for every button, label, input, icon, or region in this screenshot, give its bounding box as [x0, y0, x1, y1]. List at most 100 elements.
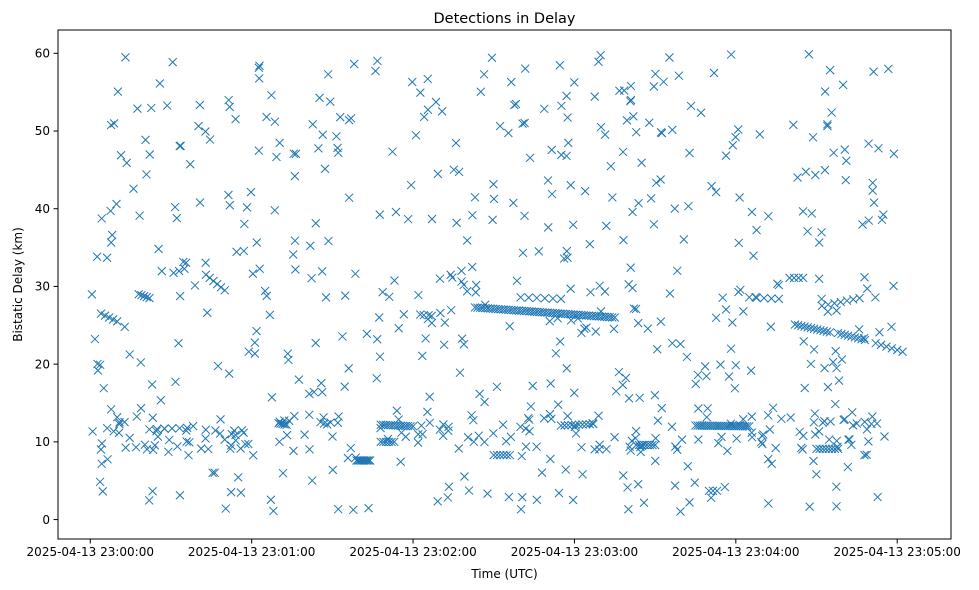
data-point	[133, 104, 142, 113]
data-point	[174, 338, 183, 348]
data-point	[141, 135, 150, 145]
data-point	[288, 250, 298, 259]
data-point	[634, 198, 643, 208]
data-point	[637, 158, 646, 168]
data-point	[545, 454, 555, 464]
data-point	[809, 456, 818, 466]
data-point	[817, 294, 826, 304]
data-point	[839, 415, 849, 425]
data-point	[489, 194, 499, 204]
chart-title: Detections in Delay	[433, 11, 575, 27]
data-point	[521, 424, 531, 434]
data-point	[626, 96, 635, 106]
data-point	[700, 361, 710, 371]
data-point	[464, 486, 474, 495]
data-point	[789, 120, 798, 130]
data-point	[388, 147, 397, 157]
data-point	[798, 273, 808, 283]
data-point	[722, 446, 732, 456]
data-point	[609, 324, 619, 334]
data-point	[759, 293, 769, 303]
data-point	[468, 415, 478, 425]
x-tick-label: 2025-04-13 23:01:00	[188, 545, 315, 559]
data-point	[626, 81, 636, 91]
data-point	[489, 428, 498, 438]
data-point	[240, 439, 250, 449]
data-point	[90, 334, 100, 344]
data-point	[502, 450, 512, 460]
data-point	[844, 435, 853, 444]
data-point	[732, 434, 741, 443]
data-point	[244, 347, 254, 357]
data-point	[139, 291, 149, 301]
data-point	[311, 218, 321, 228]
data-point	[447, 273, 457, 282]
data-point	[392, 406, 402, 416]
data-point	[107, 230, 117, 240]
data-point	[585, 419, 595, 429]
data-point	[211, 426, 220, 435]
data-point	[804, 49, 814, 59]
data-point	[201, 434, 210, 443]
data-point	[361, 456, 370, 465]
data-point	[153, 432, 163, 441]
data-point	[738, 307, 748, 316]
data-point	[319, 413, 328, 422]
data-point	[610, 313, 620, 322]
data-point	[809, 417, 819, 427]
data-point	[181, 258, 191, 268]
data-point	[649, 219, 659, 229]
data-point	[95, 477, 105, 487]
data-point	[120, 417, 129, 427]
data-point	[176, 141, 185, 151]
data-point	[798, 207, 808, 216]
data-point	[696, 108, 706, 118]
data-point	[631, 433, 640, 443]
data-point	[676, 507, 685, 516]
plot-area-frame	[57, 29, 952, 540]
data-point	[747, 412, 757, 421]
data-point	[184, 437, 194, 447]
data-point	[812, 469, 821, 479]
data-point	[495, 121, 505, 131]
data-point	[407, 77, 417, 87]
data-point	[102, 253, 112, 263]
data-point	[837, 355, 847, 364]
data-point	[220, 285, 230, 295]
data-point	[712, 486, 722, 496]
data-point	[857, 334, 866, 344]
data-point	[751, 292, 760, 302]
data-point	[444, 482, 454, 492]
data-point	[504, 128, 513, 138]
data-point	[730, 383, 740, 393]
data-point	[582, 323, 591, 332]
data-point	[125, 433, 135, 443]
data-point	[492, 450, 502, 460]
data-point	[463, 432, 473, 442]
data-point	[439, 340, 449, 350]
data-point	[771, 443, 781, 453]
data-point	[97, 214, 107, 223]
data-point	[364, 503, 373, 513]
data-point	[454, 444, 464, 453]
data-point	[785, 273, 794, 283]
data-point	[421, 334, 430, 343]
data-point	[383, 434, 393, 444]
data-point	[516, 422, 525, 432]
data-point	[201, 127, 210, 136]
data-point	[832, 363, 841, 373]
data-point	[415, 310, 425, 319]
data-point	[540, 293, 550, 303]
data-point	[726, 344, 736, 354]
data-point	[120, 322, 130, 332]
y-tick-label: 30	[35, 280, 50, 294]
data-point	[607, 312, 617, 322]
data-point	[194, 121, 203, 131]
data-point	[898, 347, 907, 357]
data-point	[566, 284, 576, 294]
data-point	[614, 367, 624, 377]
data-point	[511, 99, 521, 109]
data-point	[563, 253, 572, 262]
data-point	[525, 153, 535, 163]
